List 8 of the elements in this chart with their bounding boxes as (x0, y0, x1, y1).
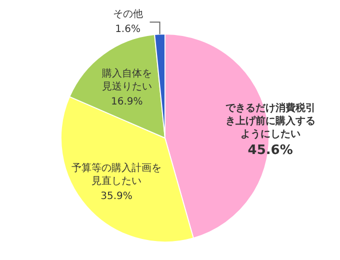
slice-label: 予算等の購入計画を見直したい (72, 162, 162, 187)
slice-label: 購入自体を見送りたい (102, 67, 152, 92)
data-label: 35.9% (100, 190, 132, 202)
slice-label: できるだけ消費税引き上げ前に購入するようにしたい (225, 102, 316, 140)
slice-label: その他 (112, 8, 143, 20)
data-label: 1.6% (115, 24, 140, 36)
data-label: 16.9% (111, 96, 143, 108)
data-label: 45.6% (248, 142, 293, 158)
